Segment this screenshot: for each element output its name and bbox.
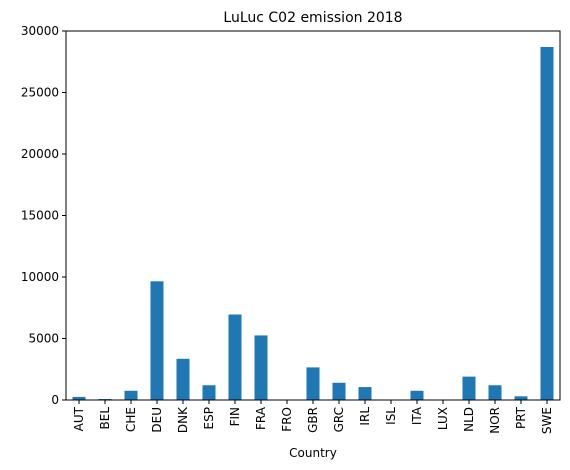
bar-irl — [358, 387, 372, 400]
x-tick-label-irl: IRL — [358, 407, 372, 426]
x-tick-label-nor: NOR — [488, 407, 502, 434]
x-tick-label-fin: FIN — [228, 407, 242, 426]
y-tick-label: 5000 — [28, 332, 59, 346]
bar-nld — [462, 376, 476, 400]
bar-prt — [514, 396, 528, 400]
x-axis-title: Country — [289, 446, 337, 460]
bar-esp — [202, 385, 216, 400]
bar-swe — [540, 46, 554, 401]
bar-fra — [254, 335, 268, 400]
x-tick-label-isl: ISL — [384, 407, 398, 425]
bar-aut — [72, 396, 86, 400]
bar-fin — [228, 314, 242, 400]
x-tick-label-dnk: DNK — [176, 406, 190, 433]
bar-nor — [488, 385, 502, 400]
x-tick-label-swe: SWE — [540, 407, 554, 434]
x-tick-label-prt: PRT — [514, 406, 528, 429]
y-tick-label: 10000 — [21, 270, 59, 284]
bar-dnk — [176, 358, 190, 400]
y-tick-label: 20000 — [21, 147, 59, 161]
x-tick-label-fro: FRO — [280, 407, 294, 432]
x-tick-label-bel: BEL — [98, 407, 112, 430]
x-tick-label-aut: AUT — [72, 406, 86, 431]
bars — [72, 46, 554, 401]
x-tick-label-nld: NLD — [462, 407, 476, 432]
y-tick-label: 15000 — [21, 209, 59, 223]
bar-ita — [410, 390, 424, 400]
bar-grc — [332, 382, 346, 400]
y-tick-label: 30000 — [21, 24, 59, 38]
x-axis-ticks: AUT BEL CHE DEU DNK ESP FIN FRA FRO GBR GRC IRL ISL I… — [72, 400, 554, 434]
bar-gbr — [306, 367, 320, 400]
x-tick-label-deu: DEU — [150, 407, 164, 433]
x-tick-label-esp: ESP — [202, 407, 216, 429]
y-axis-ticks: 0 5000 10000 15000 20000 25000 30000 — [21, 24, 66, 407]
y-tick-label: 0 — [51, 393, 59, 407]
x-tick-label-lux: LUX — [436, 407, 450, 430]
bar-deu — [150, 281, 164, 400]
x-tick-label-che: CHE — [124, 407, 138, 432]
plot-frame — [65, 30, 561, 401]
y-tick-label: 25000 — [21, 86, 59, 100]
x-tick-label-gbr: GBR — [306, 407, 320, 433]
x-tick-label-ita: ITA — [410, 406, 424, 425]
x-tick-label-grc: GRC — [332, 407, 346, 432]
chart-title: LuLuc C02 emission 2018 — [223, 10, 402, 26]
x-tick-label-fra: FRA — [254, 406, 268, 430]
bar-che — [124, 390, 138, 400]
